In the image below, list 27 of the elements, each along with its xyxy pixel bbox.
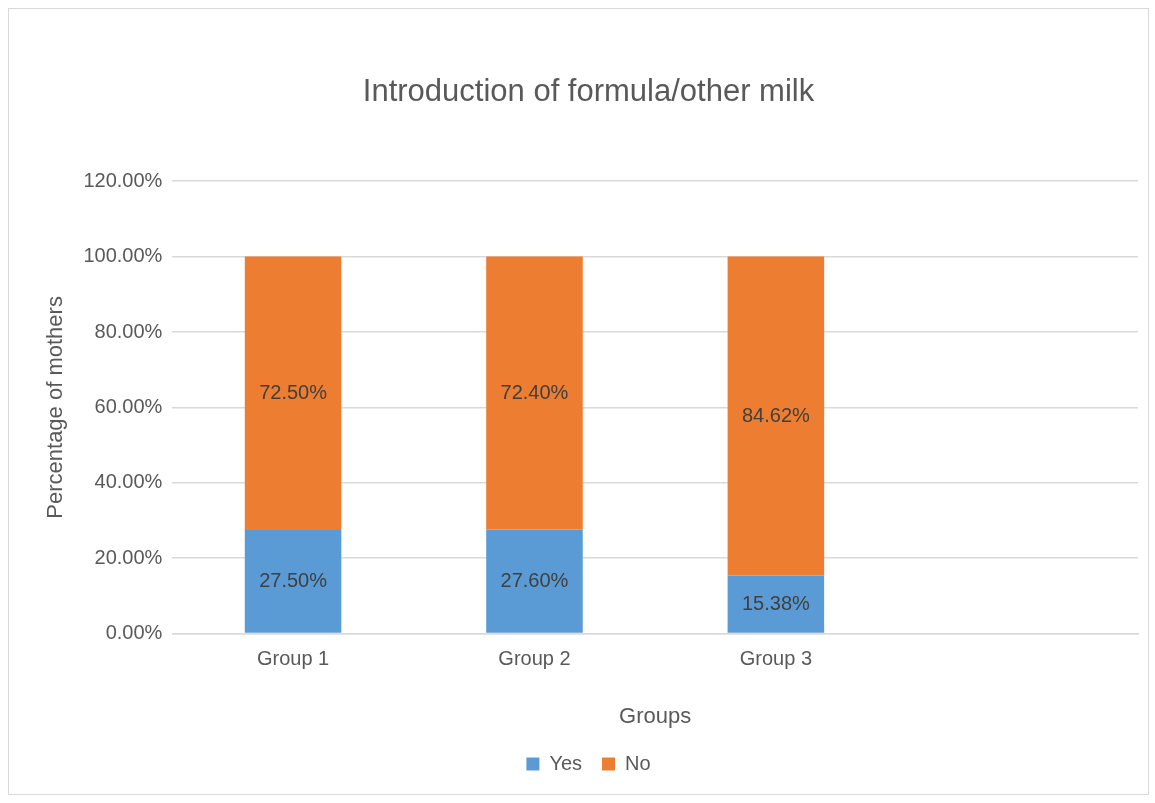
bar	[486, 529, 583, 633]
bar	[244, 529, 342, 633]
data-label: 72.40%	[500, 380, 569, 403]
y-tick-label: 20.00%	[94, 545, 163, 568]
data-label: 27.60%	[500, 568, 569, 591]
x-axis-title: Groups	[619, 702, 692, 728]
bar	[727, 256, 825, 576]
data-label: 15.38%	[741, 591, 811, 614]
x-tick-label: Group 3	[739, 647, 813, 670]
chart-title: Introduction of formula/other milk	[362, 73, 815, 109]
x-tick-label: Group 1	[256, 647, 330, 670]
y-tick-label: 0.00%	[105, 621, 163, 644]
bar	[727, 575, 825, 633]
y-tick-label: 80.00%	[94, 319, 163, 342]
y-tick-label: 120.00%	[83, 168, 163, 191]
data-label: 72.50%	[259, 380, 328, 403]
x-tick-label: Group 2	[498, 647, 571, 670]
y-axis-title: Percentage of mothers	[42, 296, 68, 519]
bar	[244, 256, 342, 530]
legend-label: No	[625, 751, 651, 774]
bar	[486, 256, 583, 530]
y-tick-label: 100.00%	[83, 244, 163, 267]
data-label: 84.62%	[741, 403, 811, 426]
y-tick-label: 60.00%	[94, 394, 163, 417]
y-tick-label: 40.00%	[94, 470, 163, 493]
data-label: 27.50%	[259, 568, 328, 591]
legend-label: Yes	[549, 751, 583, 774]
